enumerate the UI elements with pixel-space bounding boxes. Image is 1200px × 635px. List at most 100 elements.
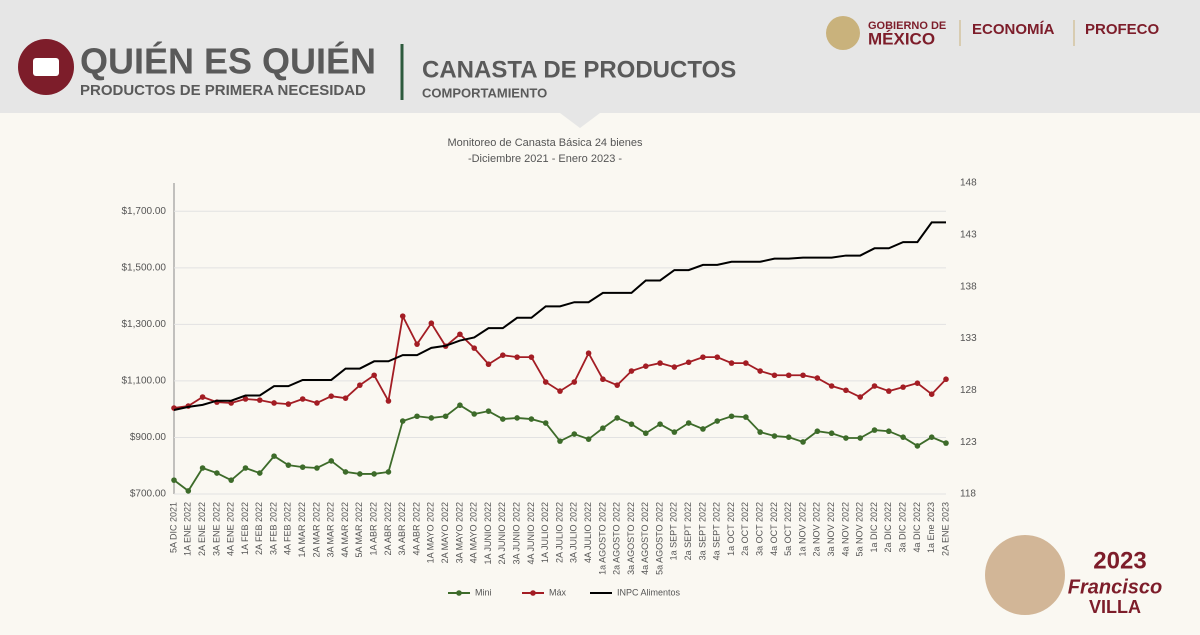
data-point	[728, 413, 735, 420]
badge-portrait	[985, 535, 1065, 615]
data-point	[657, 421, 663, 427]
data-point	[357, 471, 363, 477]
x-tick-label: 3a DIC 2022	[897, 502, 907, 553]
data-point	[886, 388, 892, 394]
data-point	[685, 420, 692, 426]
data-point	[743, 360, 749, 366]
x-tick-label: 4A JUNIO 2022	[526, 502, 536, 565]
x-tick-label: 1A MAR 2022	[297, 502, 307, 558]
x-tick-label: 4A FEB 2022	[283, 502, 293, 555]
data-point	[585, 436, 592, 442]
x-tick-label: 1a SEPT 2022	[669, 502, 679, 560]
data-point	[600, 376, 606, 383]
data-point	[342, 395, 349, 401]
data-point	[743, 414, 749, 420]
x-tick-label: 4A JULIO 2022	[583, 502, 593, 563]
x-tick-label: 2a SEPT 2022	[683, 502, 693, 560]
x-tick-label: 2a OCT 2022	[740, 502, 750, 556]
data-point	[399, 313, 406, 319]
data-point	[757, 368, 763, 374]
x-tick-label: 2A ABR 2022	[383, 502, 393, 556]
data-point	[714, 418, 721, 424]
data-point	[371, 471, 377, 477]
x-tick-label: 3a OCT 2022	[755, 502, 765, 556]
legend-label: INPC Alimentos	[617, 587, 681, 597]
data-point	[314, 400, 320, 406]
data-point	[642, 363, 649, 370]
y-tick-label: $1,300.00	[122, 319, 167, 330]
x-tick-label: 1a AGOSTO 2022	[597, 502, 607, 575]
x-tick-label: 3a AGOSTO 2022	[626, 502, 636, 575]
x-tick-label: 3A FEB 2022	[268, 502, 278, 555]
data-point	[914, 380, 921, 386]
data-point	[242, 396, 249, 402]
data-point	[771, 372, 778, 379]
header-subtitle: PRODUCTOS DE PRIMERA NECESIDAD	[80, 82, 366, 99]
data-point	[785, 434, 792, 440]
data-point	[557, 438, 563, 444]
x-tick-label: 1A FEB 2022	[240, 502, 250, 555]
data-point	[757, 429, 763, 435]
x-tick-label: 1a NOV 2022	[797, 502, 807, 557]
logo-text: MÉXICO	[868, 29, 935, 48]
logo-text: PROFECO	[1085, 21, 1160, 38]
y2-tick-label: 138	[960, 281, 977, 292]
data-point	[828, 430, 835, 437]
data-point	[685, 359, 692, 366]
data-point	[928, 391, 935, 397]
x-tick-label: 2A ENE 2023	[940, 502, 950, 556]
x-tick-label: 2A MAYO 2022	[440, 502, 450, 563]
data-point	[614, 415, 620, 421]
x-tick-label: 4A MAYO 2022	[469, 502, 479, 563]
x-tick-label: 3A ABR 2022	[397, 502, 407, 556]
data-point	[285, 462, 292, 468]
x-tick-label: 2A FEB 2022	[254, 502, 264, 555]
data-point	[943, 440, 949, 446]
data-point	[514, 354, 520, 360]
data-point	[843, 387, 849, 394]
data-point	[385, 469, 392, 475]
data-point	[628, 421, 635, 427]
series-line	[173, 313, 947, 409]
data-point	[428, 320, 435, 327]
data-point	[728, 360, 735, 366]
data-point	[485, 361, 492, 368]
y2-tick-label: 143	[960, 229, 977, 240]
data-point	[928, 434, 935, 440]
data-point	[471, 345, 478, 351]
data-point	[671, 429, 678, 435]
data-point	[414, 341, 420, 347]
x-tick-label: 4a DIC 2022	[912, 502, 922, 553]
y2-tick-label: 123	[960, 437, 977, 448]
x-tick-label: 5a AGOSTO 2022	[654, 502, 664, 575]
data-point	[528, 416, 535, 422]
header-title: QUIÉN ES QUIÉN	[80, 41, 376, 82]
data-point	[642, 430, 649, 437]
x-tick-label: 3A MAYO 2022	[454, 502, 464, 563]
data-point	[242, 465, 249, 471]
data-point	[385, 398, 392, 404]
data-point	[271, 400, 277, 406]
data-point	[328, 458, 335, 464]
data-point	[571, 431, 578, 437]
data-point	[657, 360, 663, 366]
x-tick-label: 1A JUNIO 2022	[483, 502, 493, 565]
x-tick-label: 3a NOV 2022	[826, 502, 836, 557]
data-point	[299, 464, 306, 470]
data-point	[785, 372, 792, 379]
x-tick-label: 2a DIC 2022	[883, 502, 893, 553]
x-tick-label: 4A MAR 2022	[340, 502, 350, 558]
data-point	[256, 397, 263, 403]
y2-tick-label: 128	[960, 385, 977, 396]
data-point	[271, 453, 277, 459]
x-tick-label: 2A ENE 2022	[197, 502, 207, 556]
seal	[826, 16, 860, 50]
data-point	[414, 413, 420, 420]
legend-marker	[530, 590, 536, 596]
x-tick-label: 3a SEPT 2022	[697, 502, 707, 560]
header-band	[0, 0, 1200, 113]
x-tick-label: 4a NOV 2022	[840, 502, 850, 557]
data-point	[500, 416, 506, 422]
data-point	[857, 435, 864, 441]
data-point	[557, 388, 563, 394]
